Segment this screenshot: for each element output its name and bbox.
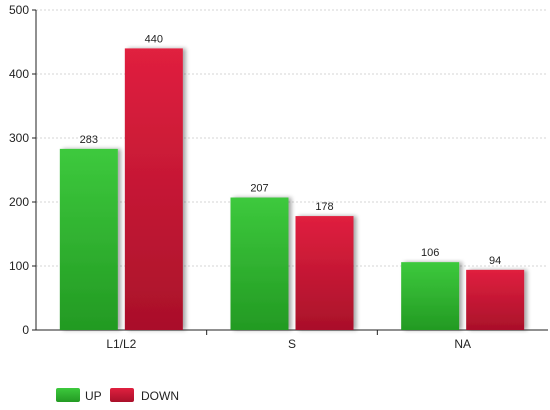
bar-value-label: 106 bbox=[421, 247, 439, 259]
legend: UP DOWN bbox=[56, 388, 179, 403]
bar-value-label: 283 bbox=[80, 134, 98, 146]
y-tick-label: 100 bbox=[9, 259, 29, 273]
bar-up-l1-l2 bbox=[59, 148, 118, 330]
bar-value-label: 207 bbox=[250, 183, 268, 195]
bars bbox=[59, 48, 525, 331]
x-tick-label: L1/L2 bbox=[106, 337, 136, 351]
legend-swatch-down bbox=[110, 388, 134, 402]
bar-value-label: 178 bbox=[315, 201, 333, 213]
bar-down-l1-l2 bbox=[124, 48, 183, 331]
bar-down-s bbox=[295, 216, 354, 330]
bar-up-s bbox=[230, 197, 289, 330]
legend-swatch-up bbox=[56, 388, 80, 402]
bar-down-na bbox=[466, 269, 525, 330]
data-labels: 283 440 207 178 106 94 bbox=[80, 33, 502, 266]
x-tick-label: S bbox=[288, 337, 296, 351]
bar-value-label: 94 bbox=[489, 255, 501, 267]
y-tick-label: 200 bbox=[9, 195, 29, 209]
y-tick-label: 400 bbox=[9, 67, 29, 81]
x-tick-label: NA bbox=[454, 337, 471, 351]
y-tick-label: 500 bbox=[9, 3, 29, 17]
y-tick-label: 300 bbox=[9, 131, 29, 145]
gridlines bbox=[36, 9, 548, 267]
bar-up-na bbox=[401, 262, 460, 330]
axes: 0 100 200 300 400 500 L1/L2 S NA bbox=[9, 3, 548, 351]
legend-label-up: UP bbox=[85, 389, 102, 403]
legend-label-down: DOWN bbox=[141, 389, 179, 403]
bar-value-label: 440 bbox=[145, 33, 163, 45]
y-tick-label: 0 bbox=[22, 323, 29, 337]
